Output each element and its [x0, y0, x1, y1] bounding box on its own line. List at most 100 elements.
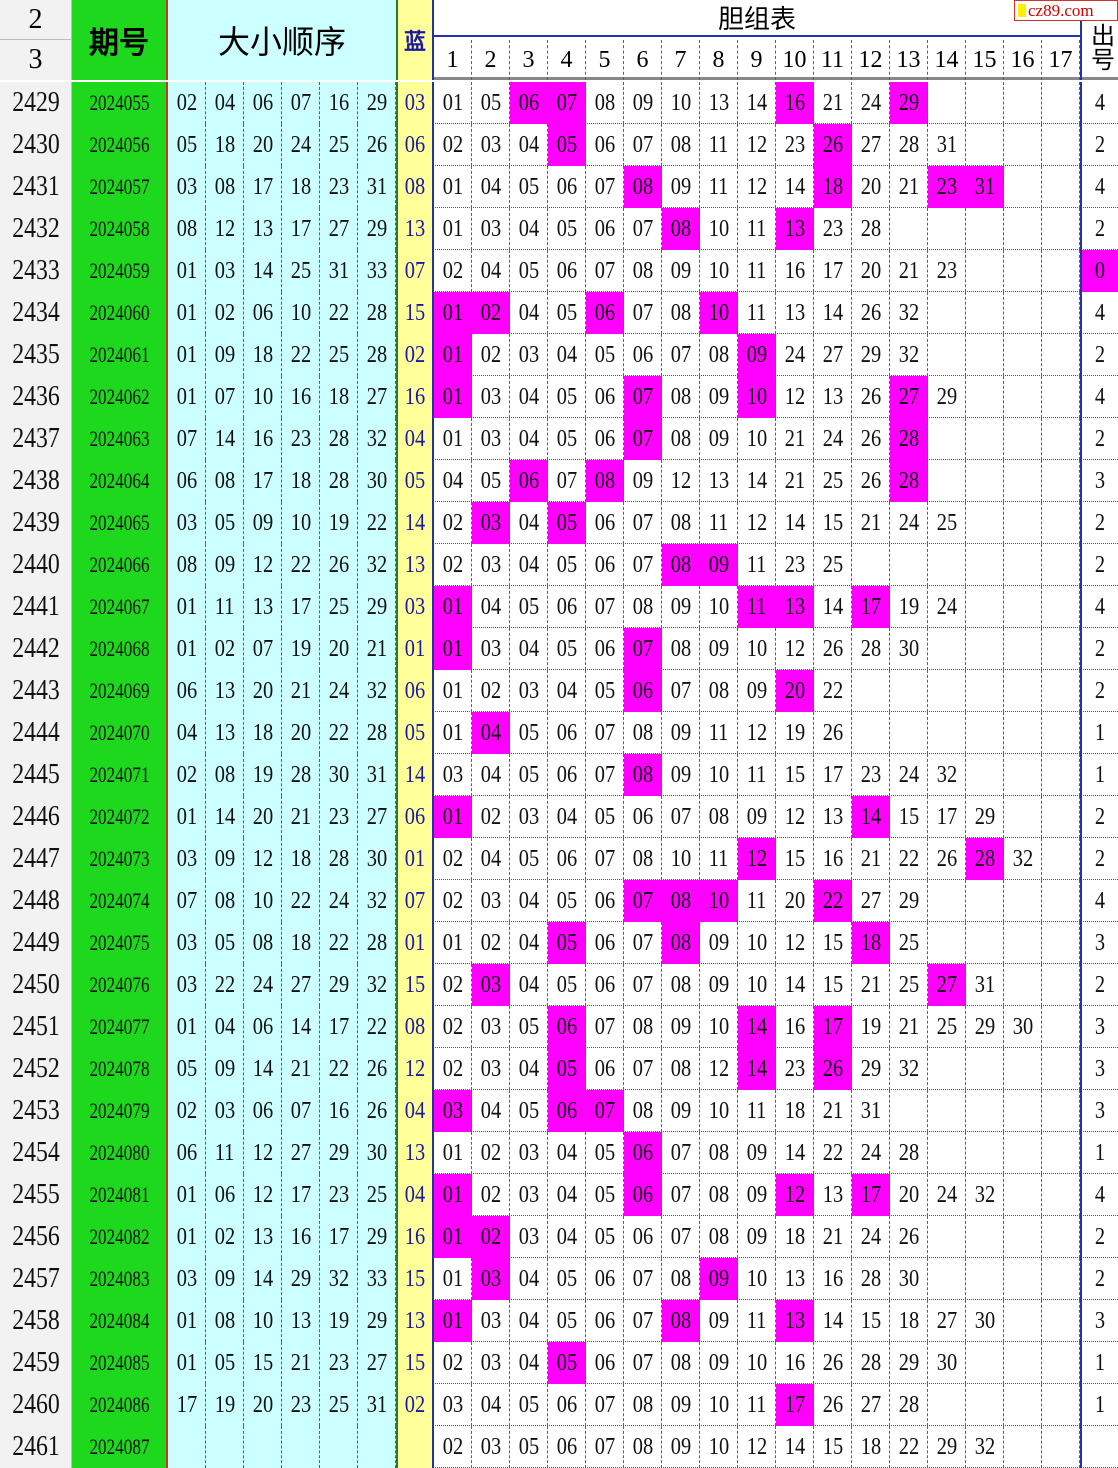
danzu-cell-text: 05 [556, 1349, 577, 1376]
hit-count [1080, 1426, 1118, 1468]
danzu-cell [1004, 754, 1042, 796]
danzu-cell: 03 [472, 124, 510, 166]
danzu-cell-text: 12 [670, 467, 691, 494]
draw-number-text: 20 [252, 131, 273, 158]
danzu-cell: 12 [776, 376, 814, 418]
danzu-cell-text: 27 [860, 131, 881, 158]
draw-number: 19 [320, 1300, 358, 1342]
table-row: 2430 2024056 05 18 20 24 25 26 06 02 03 04 05 06 07 08 1… [0, 124, 1118, 166]
draw-number: 07 [206, 376, 244, 418]
period-cell: 2024083 [72, 1258, 168, 1300]
draw-number-text: 14 [214, 425, 235, 452]
blue-number: 15 [396, 1342, 434, 1384]
danzu-cell-text: 25 [936, 1013, 957, 1040]
danzu-cell-text: 04 [518, 551, 539, 578]
period-cell: 2024082 [72, 1216, 168, 1258]
danzu-cell-text: 08 [708, 803, 729, 830]
danzu-cell-text: 21 [860, 845, 881, 872]
draw-number: 27 [282, 964, 320, 1006]
danzu-cell: 03 [472, 502, 510, 544]
draw-number-text: 25 [328, 1391, 349, 1418]
danzu-cell-text: 13 [822, 383, 843, 410]
blue-number: 06 [396, 670, 434, 712]
danzu-cell: 04 [510, 208, 548, 250]
danzu-cell-text: 01 [442, 299, 463, 326]
danzu-cell-text: 26 [822, 1055, 843, 1082]
danzu-cell [1042, 1174, 1080, 1216]
danzu-cell: 07 [624, 1342, 662, 1384]
danzu-cell: 02 [434, 544, 472, 586]
draw-number-text: 32 [366, 971, 387, 998]
blue-number: 13 [396, 208, 434, 250]
draw-number-text: 23 [328, 173, 349, 200]
danzu-cell: 05 [586, 796, 624, 838]
danzu-cell-text: 05 [556, 887, 577, 914]
danzu-cell: 01 [434, 796, 472, 838]
danzu-cell: 07 [662, 1132, 700, 1174]
draw-number-text: 22 [328, 929, 349, 956]
danzu-cell-text: 06 [594, 1349, 615, 1376]
danzu-cell: 02 [472, 922, 510, 964]
blue-number-text: 03 [404, 593, 426, 620]
blue-number-text: 02 [404, 341, 426, 368]
danzu-cell [966, 1216, 1004, 1258]
danzu-cell-text: 07 [670, 803, 691, 830]
draw-number: 30 [320, 754, 358, 796]
hit-count-text: 0 [1094, 257, 1106, 284]
hit-count: 2 [1080, 838, 1118, 880]
danzu-cell: 08 [624, 250, 662, 292]
draw-number: 23 [320, 1342, 358, 1384]
draw-number: 17 [244, 166, 282, 208]
danzu-cell-text: 05 [594, 1139, 615, 1166]
danzu-cell: 27 [852, 124, 890, 166]
draw-number-text: 22 [290, 887, 311, 914]
danzu-cell: 29 [890, 1342, 928, 1384]
danzu-cell-text: 14 [746, 89, 767, 116]
danzu-cell: 16 [776, 1342, 814, 1384]
danzu-cell: 03 [472, 208, 510, 250]
danzu-cell [1004, 1384, 1042, 1426]
danzu-cell: 03 [472, 1426, 510, 1468]
draw-number-text: 28 [366, 341, 387, 368]
danzu-cell-text: 05 [556, 1307, 577, 1334]
danzu-cell-text: 06 [632, 677, 653, 704]
danzu-cell-text: 23 [784, 551, 805, 578]
danzu-cell-text: 08 [632, 1391, 653, 1418]
draw-number: 33 [358, 1258, 396, 1300]
danzu-cell: 06 [586, 208, 624, 250]
danzu-cell-text: 04 [556, 803, 577, 830]
danzu-cell: 15 [814, 502, 852, 544]
danzu-cell-text: 15 [822, 929, 843, 956]
blue-number-text: 15 [404, 971, 426, 998]
blue-number: 16 [396, 376, 434, 418]
hit-count: 4 [1080, 82, 1118, 124]
danzu-cell [1042, 1090, 1080, 1132]
danzu-cell-text: 06 [594, 1307, 615, 1334]
danzu-cell [928, 1048, 966, 1090]
danzu-cell [966, 1342, 1004, 1384]
blue-number-text: 08 [404, 1013, 426, 1040]
danzu-col-6: 6 [624, 40, 662, 80]
blue-number: 15 [396, 292, 434, 334]
draw-number: 25 [320, 586, 358, 628]
danzu-cell [1042, 838, 1080, 880]
danzu-cell-text: 19 [784, 719, 805, 746]
danzu-cell: 24 [852, 82, 890, 124]
draw-number: 31 [320, 250, 358, 292]
blue-number-text: 07 [404, 257, 426, 284]
danzu-cell: 09 [738, 796, 776, 838]
danzu-cell-text: 06 [594, 1265, 615, 1292]
row-number: 2448 [0, 880, 72, 922]
danzu-cell-text: 11 [746, 761, 767, 788]
danzu-cell: 04 [510, 1342, 548, 1384]
draw-number: 13 [282, 1300, 320, 1342]
danzu-cell: 06 [624, 1132, 662, 1174]
draw-number-text: 16 [328, 89, 349, 116]
hit-count-text: 2 [1094, 845, 1106, 872]
period-cell-text: 2024087 [88, 1434, 150, 1459]
danzu-cell [1042, 1342, 1080, 1384]
danzu-cell: 14 [738, 1048, 776, 1090]
draw-number: 03 [168, 502, 206, 544]
danzu-cell-text: 14 [860, 803, 881, 830]
draw-number-text: 28 [328, 467, 349, 494]
